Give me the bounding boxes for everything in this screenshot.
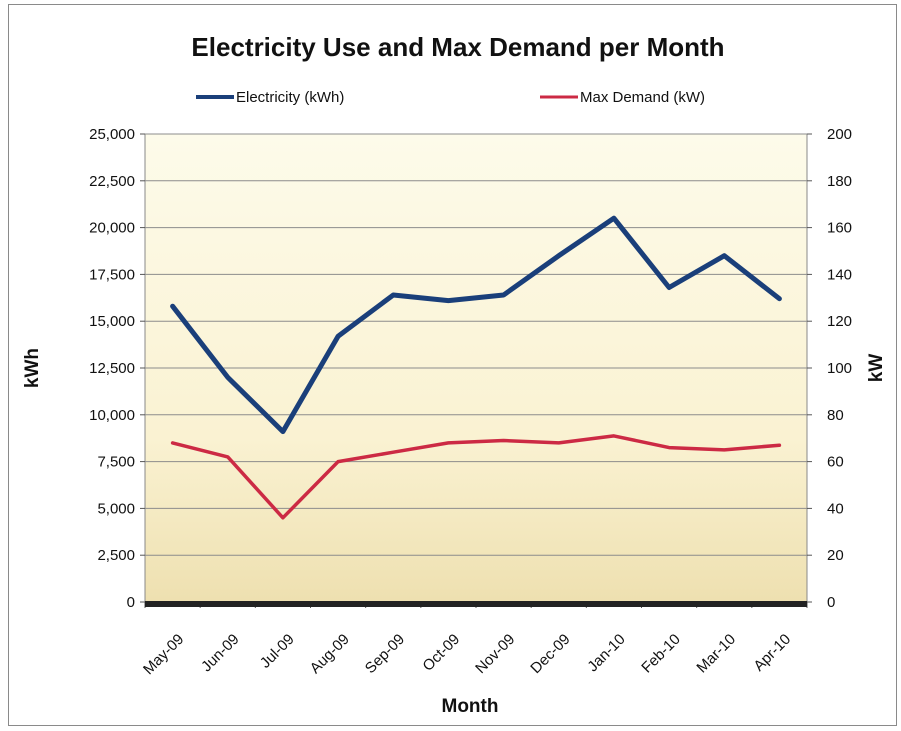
y2-tick-label: 40	[827, 500, 844, 517]
series-line-electricity	[170, 215, 782, 435]
x-tick-label: Feb-10	[638, 631, 684, 677]
x-axis-title: Month	[442, 696, 499, 717]
y-axis-ticks: 0 2,500 5,000 7,500 10,000 12,500 15,000 17,500…	[89, 126, 145, 611]
y2-axis-title: kW	[866, 354, 887, 383]
chart-title: Electricity Use and Max Demand per Month	[191, 32, 724, 62]
x-axis-ticks: May-09 Jun-09 Jul-09 Aug-09 Sep-09 Oct-09 Nov-…	[140, 602, 808, 678]
legend: Electricity (kWh) Max Demand (kW)	[196, 89, 705, 106]
plot-floor	[145, 601, 807, 607]
series-line-max-demand	[170, 434, 782, 520]
y-tick-label: 10,000	[89, 407, 135, 424]
x-tick-label: Jul-09	[257, 631, 298, 672]
y2-tick-label: 120	[827, 313, 852, 330]
y-tick-label: 20,000	[89, 220, 135, 237]
x-tick-label: Apr-10	[750, 631, 794, 675]
x-tick-label: Mar-10	[693, 631, 739, 677]
x-tick-label: Jun-09	[198, 631, 242, 675]
y2-tick-label: 100	[827, 360, 852, 377]
y2-axis-ticks: 0 20 40 60 80 100 120 140 160 180 200	[807, 126, 852, 611]
x-tick-label: Dec-09	[527, 631, 573, 677]
y-tick-label: 25,000	[89, 126, 135, 143]
x-tick-label: Sep-09	[362, 631, 408, 677]
legend-label: Electricity (kWh)	[236, 89, 344, 106]
y2-tick-label: 80	[827, 407, 844, 424]
y-tick-label: 2,500	[97, 547, 135, 564]
y2-tick-label: 160	[827, 220, 852, 237]
x-tick-label: May-09	[140, 631, 187, 678]
y-tick-label: 17,500	[89, 266, 135, 283]
y-tick-label: 15,000	[89, 313, 135, 330]
legend-label: Max Demand (kW)	[580, 89, 705, 106]
y2-tick-label: 200	[827, 126, 852, 143]
y2-tick-label: 180	[827, 173, 852, 190]
y2-tick-label: 20	[827, 547, 844, 564]
x-tick-label: Nov-09	[472, 631, 518, 677]
x-tick-label: Aug-09	[307, 631, 353, 677]
x-tick-label: Jan-10	[584, 631, 628, 675]
x-tick-label: Oct-09	[419, 631, 463, 675]
y-tick-label: 12,500	[89, 360, 135, 377]
y-tick-label: 0	[127, 594, 135, 611]
y-tick-label: 7,500	[97, 454, 135, 471]
y-axis-title: kWh	[22, 348, 43, 388]
y-tick-label: 5,000	[97, 500, 135, 517]
y2-tick-label: 60	[827, 454, 844, 471]
y2-tick-label: 140	[827, 266, 852, 283]
y-tick-label: 22,500	[89, 173, 135, 190]
series-layer	[170, 215, 782, 520]
y2-tick-label: 0	[827, 594, 835, 611]
